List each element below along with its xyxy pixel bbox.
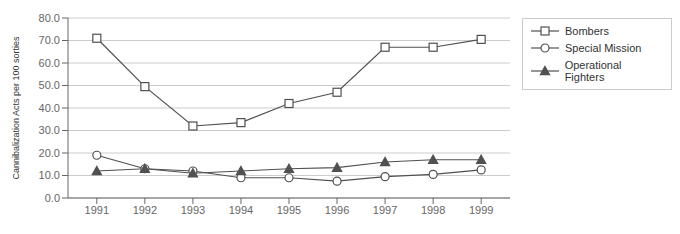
svg-text:10.0: 10.0 bbox=[39, 169, 60, 181]
svg-text:0.0: 0.0 bbox=[45, 192, 60, 204]
svg-text:1999: 1999 bbox=[469, 204, 493, 216]
svg-text:1998: 1998 bbox=[421, 204, 445, 216]
svg-text:70.0: 70.0 bbox=[39, 34, 60, 46]
svg-text:1991: 1991 bbox=[85, 204, 109, 216]
svg-text:60.0: 60.0 bbox=[39, 57, 60, 69]
svg-text:30.0: 30.0 bbox=[39, 124, 60, 136]
html-text:Operational Fighters: Operational Fighters bbox=[564, 59, 622, 83]
svg-text:1996: 1996 bbox=[325, 204, 349, 216]
svg-text:1997: 1997 bbox=[373, 204, 397, 216]
svg-text:Cannibalization Acts per 100 s: Cannibalization Acts per 100 sorties bbox=[11, 36, 21, 180]
html-text:Bombers: Bombers bbox=[565, 25, 609, 37]
html-text:Special Mission: Special Mission bbox=[565, 42, 642, 54]
svg-text:80.0: 80.0 bbox=[39, 12, 60, 24]
svg-text:1992: 1992 bbox=[133, 204, 157, 216]
svg-text:1995: 1995 bbox=[277, 204, 301, 216]
svg-text:1994: 1994 bbox=[229, 204, 253, 216]
svg-text:40.0: 40.0 bbox=[39, 102, 60, 114]
svg-text:50.0: 50.0 bbox=[39, 79, 60, 91]
svg-text:20.0: 20.0 bbox=[39, 147, 60, 159]
svg-text:1993: 1993 bbox=[181, 204, 205, 216]
